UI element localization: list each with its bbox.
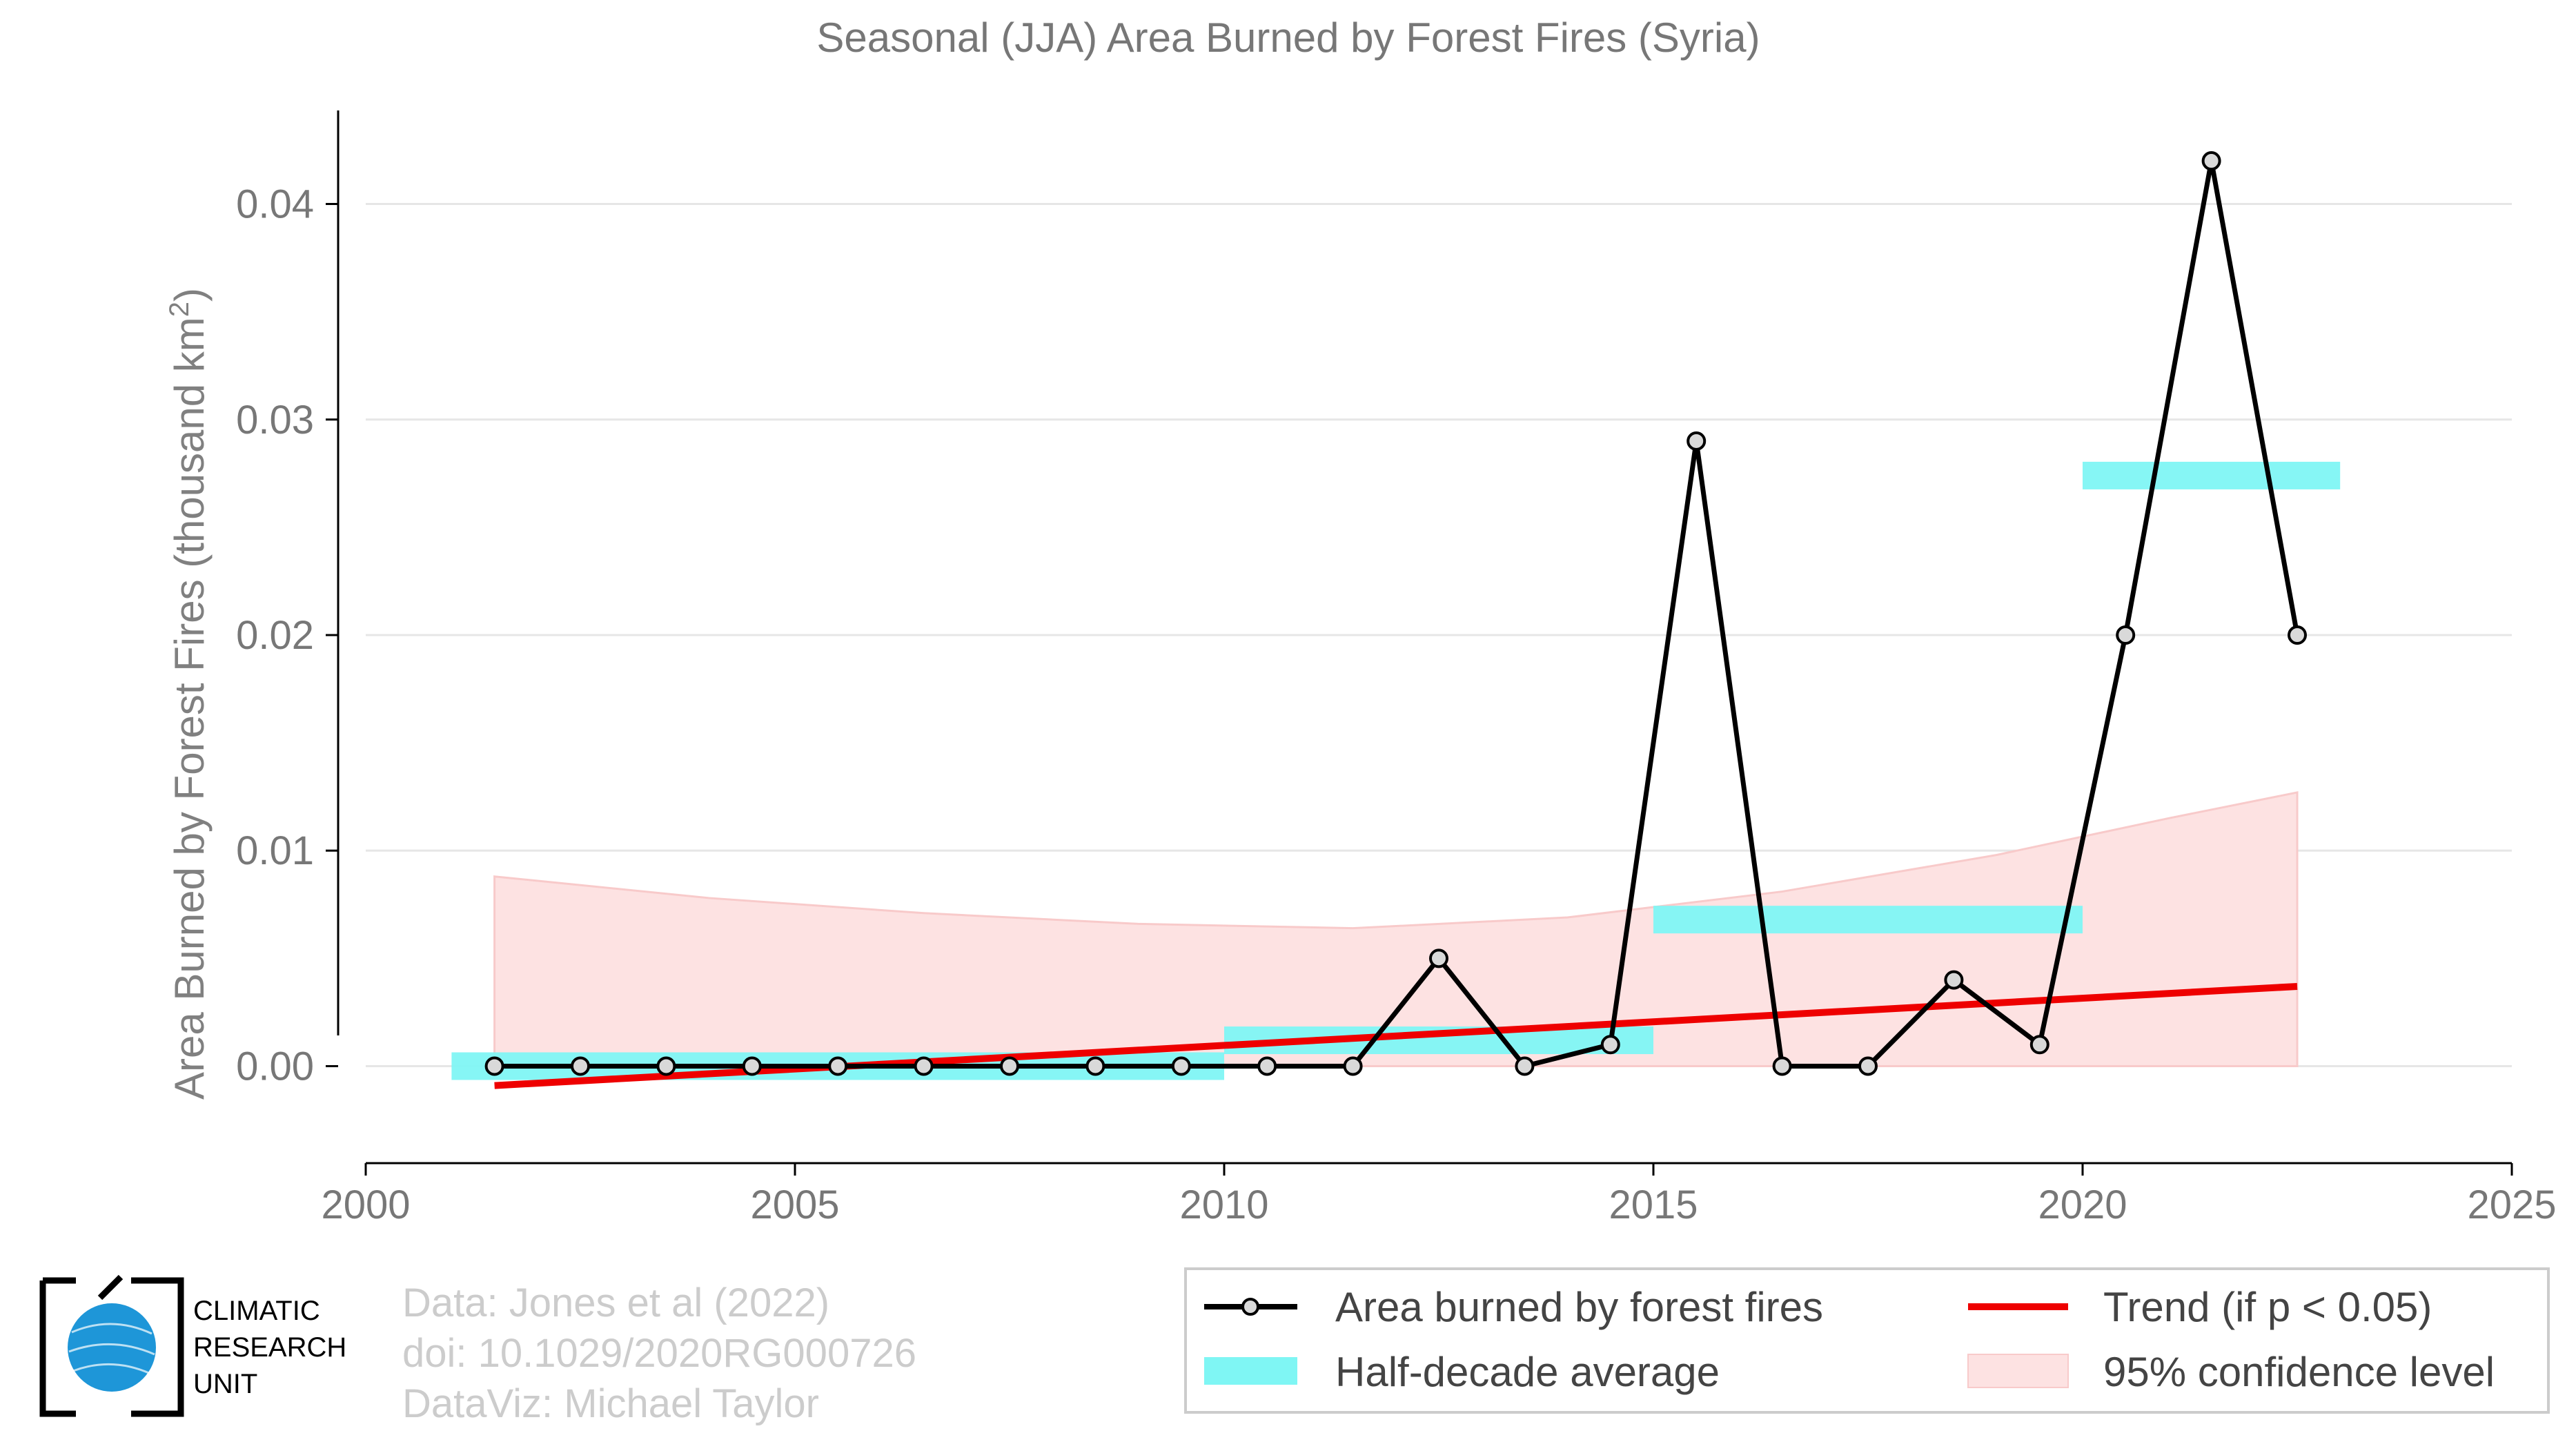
y-axis-label-superscript: 2 <box>164 302 195 317</box>
data-point-7 <box>1085 1056 1105 1076</box>
credits: Data: Jones et al (2022) doi: 10.1029/20… <box>402 1280 916 1426</box>
data-point-10 <box>1343 1056 1363 1076</box>
data-point-8 <box>1171 1056 1191 1076</box>
area-burned-series <box>484 151 2307 1076</box>
y-axis-label-close: ) <box>166 288 213 302</box>
x-tick-label-0: 2000 <box>321 1182 410 1227</box>
credit-data: Data: Jones et al (2022) <box>402 1280 829 1325</box>
data-point-20 <box>2201 151 2221 171</box>
legend-half-decade-label: Half-decade average <box>1335 1349 1720 1395</box>
data-point-0 <box>484 1056 504 1076</box>
legend-item-series: Area burned by forest fires <box>1204 1284 1823 1330</box>
legend-item-trend: Trend (if p < 0.05) <box>1968 1284 2432 1330</box>
trend-segment <box>494 982 2298 1089</box>
series-line <box>494 158 2300 1069</box>
x-tick-label-4: 2020 <box>2038 1182 2127 1227</box>
data-point-3 <box>742 1056 762 1076</box>
logo-slash <box>97 1274 124 1301</box>
y-tick-label-2: 0.02 <box>236 613 314 658</box>
legend-item-half-decade: Half-decade average <box>1204 1349 1720 1395</box>
data-point-19 <box>2116 625 2136 645</box>
half-decade-bar-3 <box>2083 461 2341 489</box>
y-tick-label-4: 0.04 <box>236 182 314 227</box>
y-tick-label-3: 0.03 <box>236 398 314 442</box>
half-decade-bar-2 <box>1653 906 2083 934</box>
y-axis-label-main: Area Burned by Forest Fires (thousand km <box>166 317 213 1100</box>
y-tick-label-1: 0.01 <box>236 828 314 873</box>
data-point-11 <box>1429 948 1448 968</box>
logo-bracket-left <box>39 1280 76 1417</box>
credit-dataviz: DataViz: Michael Taylor <box>402 1381 819 1426</box>
data-point-17 <box>1944 970 1964 990</box>
credit-doi: doi: 10.1029/2020RG000726 <box>402 1331 916 1376</box>
data-point-16 <box>1858 1056 1878 1076</box>
data-point-6 <box>1000 1056 1019 1076</box>
x-tick-label-2: 2010 <box>1179 1182 1268 1227</box>
legend-trend-label: Trend (if p < 0.05) <box>2103 1284 2432 1330</box>
y-axis-label: Area Burned by Forest Fires (thousand km… <box>164 288 213 1100</box>
x-tick-label-5: 2025 <box>2467 1182 2556 1227</box>
logo-text-line2: RESEARCH <box>193 1332 346 1363</box>
x-tick-label-3: 2015 <box>1609 1182 1698 1227</box>
data-point-13 <box>1600 1035 1620 1055</box>
legend-half-decade-swatch <box>1204 1357 1297 1385</box>
legend-item-confidence: 95% confidence level <box>1967 1349 2495 1395</box>
x-axis-ticks: 2000 2005 2010 2015 2020 2025 <box>321 1163 2557 1227</box>
legend-box <box>1184 1267 2550 1414</box>
data-point-1 <box>571 1056 590 1076</box>
globe-line-3 <box>72 1363 151 1375</box>
y-axis-ticks: 0.00 0.01 0.02 0.03 0.04 <box>236 182 338 1089</box>
y-tick-label-0: 0.00 <box>236 1044 314 1089</box>
x-tick-label-1: 2005 <box>750 1182 839 1227</box>
logo-bracket-right <box>131 1277 184 1417</box>
data-point-14 <box>1687 431 1707 451</box>
legend-confidence-swatch <box>1967 1354 2069 1388</box>
trend-line <box>494 982 2298 1089</box>
logo-text-line3: UNIT <box>193 1369 257 1399</box>
cru-logo: CLIMATIC RESEARCH UNIT <box>39 1274 346 1417</box>
legend: Area burned by forest fires Half-decade … <box>1184 1267 2550 1414</box>
data-point-21 <box>2288 625 2307 645</box>
chart-title: Seasonal (JJA) Area Burned by Forest Fir… <box>816 14 1760 61</box>
globe-line-2 <box>68 1343 155 1356</box>
logo-text-line1: CLIMATIC <box>193 1296 320 1326</box>
data-point-9 <box>1257 1056 1277 1076</box>
legend-confidence-label: 95% confidence level <box>2103 1349 2495 1395</box>
data-point-2 <box>656 1056 676 1076</box>
globe-line-1 <box>71 1323 153 1335</box>
data-point-5 <box>914 1056 934 1076</box>
data-point-18 <box>2029 1035 2049 1055</box>
data-point-12 <box>1515 1056 1535 1076</box>
axes <box>337 110 2512 1165</box>
data-point-4 <box>828 1056 848 1076</box>
data-point-15 <box>1772 1056 1792 1076</box>
legend-series-label: Area burned by forest fires <box>1335 1284 1823 1330</box>
legend-series-marker <box>1241 1298 1259 1316</box>
